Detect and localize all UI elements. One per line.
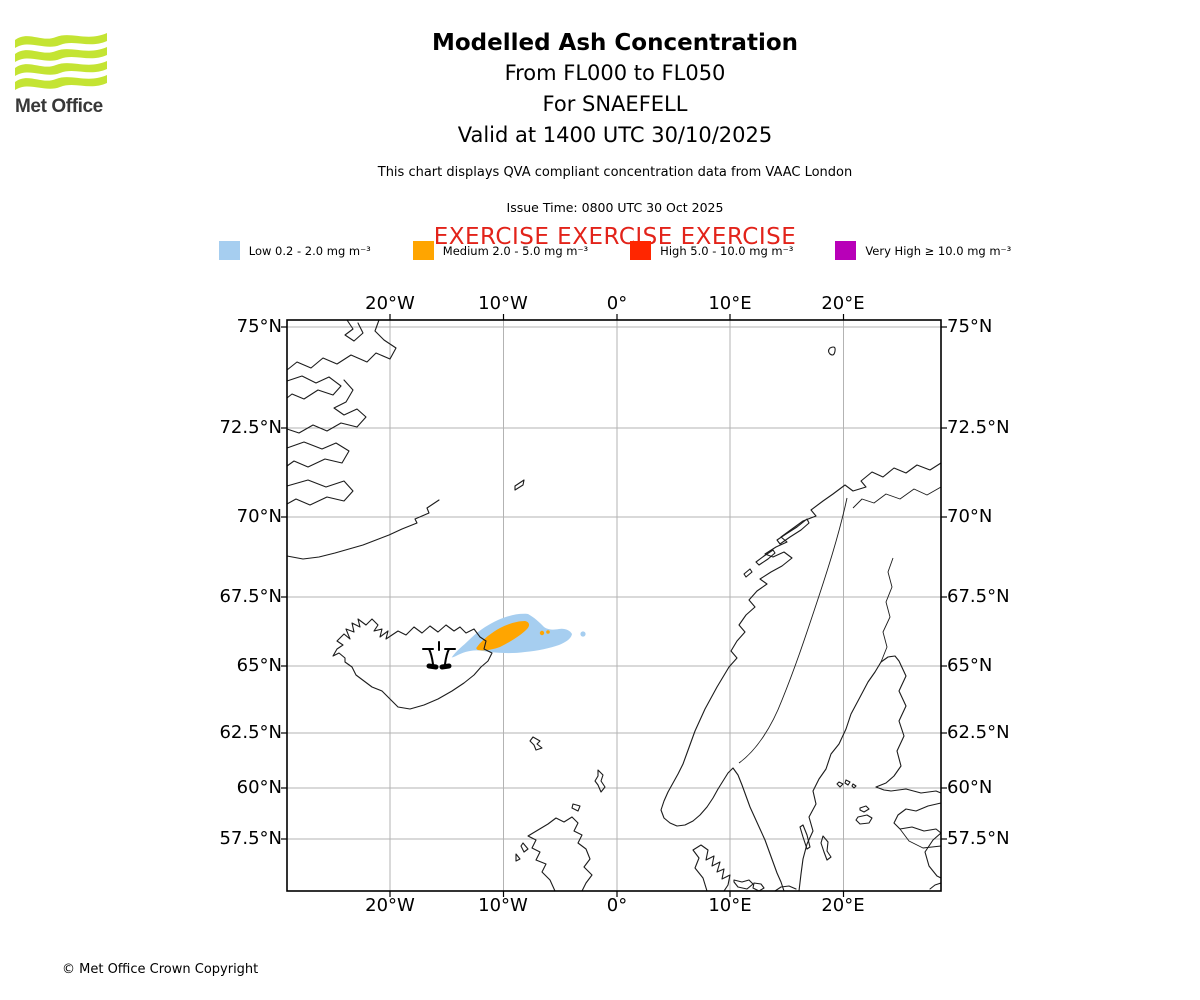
lon-label-top-20w: 20°W bbox=[365, 293, 415, 314]
legend-label-low: Low 0.2 - 2.0 mg m⁻³ bbox=[248, 243, 371, 258]
axis-ticks bbox=[281, 314, 947, 897]
lat-label-right-62-5: 62.5°N bbox=[947, 722, 1010, 743]
subtitle-volcano: For SNAEFELL bbox=[542, 92, 688, 117]
lon-label-top-10w: 10°W bbox=[478, 293, 528, 314]
country-borders bbox=[738, 486, 942, 849]
lat-label-left-75: 75°N bbox=[236, 316, 282, 337]
lat-label-left-72-5: 72.5°N bbox=[219, 417, 282, 438]
legend-label-medium: Medium 2.0 - 5.0 mg m⁻³ bbox=[442, 243, 589, 258]
coastline-british-isles bbox=[515, 736, 606, 892]
header: Modelled Ash Concentration From FL000 to… bbox=[30, 30, 1200, 250]
map-frame bbox=[286, 319, 942, 892]
graticule-gridlines bbox=[287, 320, 941, 891]
coastline-scandinavia bbox=[660, 346, 942, 892]
subtitle-flight-levels: From FL000 to FL050 bbox=[504, 61, 726, 86]
coastline-denmark bbox=[692, 844, 942, 892]
coastline-baltic bbox=[855, 802, 942, 879]
legend-swatch-high bbox=[630, 241, 652, 260]
lon-label-bottom-10e: 10°E bbox=[708, 895, 752, 916]
lat-label-right-65: 65°N bbox=[947, 655, 993, 676]
legend-item-medium: Medium 2.0 - 5.0 mg m⁻³ bbox=[412, 241, 589, 260]
lat-label-right-67-5: 67.5°N bbox=[947, 586, 1010, 607]
copyright-notice: © Met Office Crown Copyright bbox=[62, 962, 259, 977]
lat-label-right-72-5: 72.5°N bbox=[947, 417, 1010, 438]
issue-time: Issue Time: 0800 UTC 30 Oct 2025 bbox=[506, 200, 724, 216]
ash-plume-medium bbox=[476, 621, 550, 651]
legend-item-low: Low 0.2 - 2.0 mg m⁻³ bbox=[218, 241, 371, 260]
coastline-iceland bbox=[332, 479, 525, 710]
legend-swatch-medium bbox=[412, 241, 434, 260]
exercise-banner: EXERCISE EXERCISE EXERCISE bbox=[433, 224, 797, 251]
compliance-note: This chart displays QVA compliant concen… bbox=[377, 165, 853, 181]
lat-label-left-67-5: 67.5°N bbox=[219, 586, 282, 607]
legend-swatch-very-high bbox=[835, 241, 857, 260]
lat-label-left-62-5: 62.5°N bbox=[219, 722, 282, 743]
lat-label-left-65: 65°N bbox=[236, 655, 282, 676]
volcano-icon bbox=[422, 641, 456, 670]
lon-label-top-10e: 10°E bbox=[708, 293, 752, 314]
lat-label-right-57-5: 57.5°N bbox=[947, 828, 1010, 849]
legend-item-very-high: Very High ≥ 10.0 mg m⁻³ bbox=[835, 241, 1011, 260]
lat-label-right-70: 70°N bbox=[947, 506, 993, 527]
legend-item-high: High 5.0 - 10.0 mg m⁻³ bbox=[630, 241, 793, 260]
map bbox=[281, 314, 947, 897]
met-office-logo: Met Office bbox=[15, 28, 135, 118]
coastline-greenland bbox=[286, 319, 440, 560]
lat-label-left-57-5: 57.5°N bbox=[219, 828, 282, 849]
lat-label-right-60: 60°N bbox=[947, 777, 993, 798]
lon-label-bottom-0: 0° bbox=[606, 895, 628, 916]
legend: Low 0.2 - 2.0 mg m⁻³ Medium 2.0 - 5.0 mg… bbox=[30, 241, 1200, 260]
legend-label-high: High 5.0 - 10.0 mg m⁻³ bbox=[660, 243, 794, 258]
legend-label-very-high: Very High ≥ 10.0 mg m⁻³ bbox=[865, 243, 1012, 258]
page-title: Modelled Ash Concentration bbox=[431, 30, 799, 56]
logo-wordmark: Met Office bbox=[15, 96, 103, 117]
lat-label-right-75: 75°N bbox=[947, 316, 993, 337]
lon-label-bottom-20e: 20°E bbox=[821, 895, 865, 916]
legend-swatch-low bbox=[218, 241, 240, 260]
subtitle-valid-time: Valid at 1400 UTC 30/10/2025 bbox=[457, 123, 773, 148]
lon-label-top-20e: 20°E bbox=[821, 293, 865, 314]
lat-label-left-70: 70°N bbox=[236, 506, 282, 527]
lat-label-left-60: 60°N bbox=[236, 777, 282, 798]
lon-label-bottom-20w: 20°W bbox=[365, 895, 415, 916]
lon-label-top-0: 0° bbox=[606, 293, 628, 314]
map-canvas bbox=[281, 314, 947, 897]
lon-label-bottom-10w: 10°W bbox=[478, 895, 528, 916]
